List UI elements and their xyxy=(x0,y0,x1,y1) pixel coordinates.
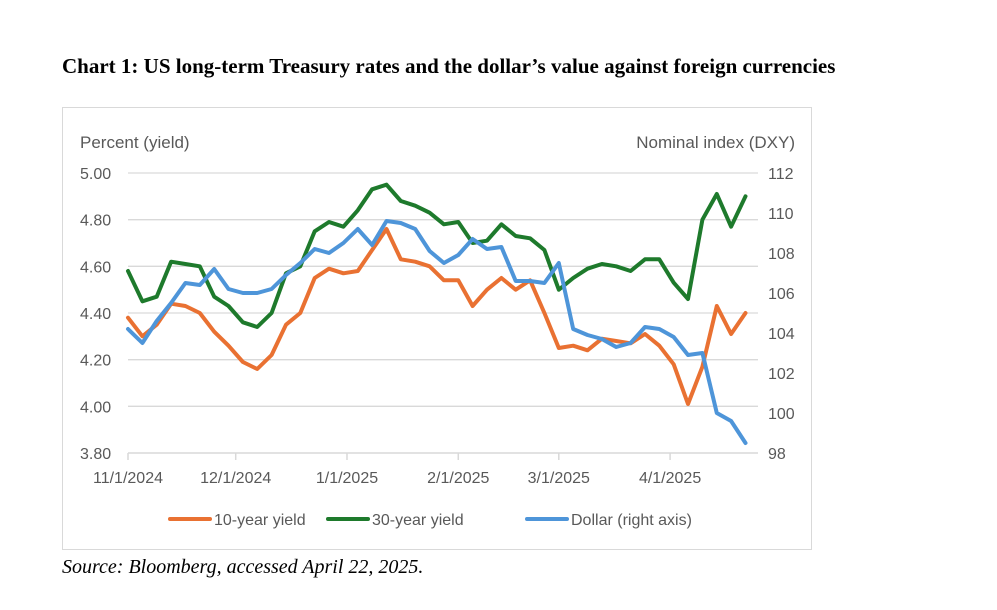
y2-tick-label: 106 xyxy=(768,286,795,303)
legend-label: Dollar (right axis) xyxy=(571,512,692,529)
y-tick-label: 4.60 xyxy=(80,259,111,276)
x-tick-label: 1/1/2025 xyxy=(316,470,378,487)
x-tick-label: 4/1/2025 xyxy=(639,470,701,487)
x-tick-label: 11/1/2024 xyxy=(93,470,163,487)
y-tick-label: 4.20 xyxy=(80,353,111,370)
y2-tick-label: 108 xyxy=(768,246,795,263)
y-axis-label: Percent (yield) xyxy=(80,133,190,152)
series-line-1 xyxy=(126,182,748,329)
y-tick-label: 3.80 xyxy=(80,446,111,463)
y-tick-label: 4.40 xyxy=(80,306,111,323)
y2-axis-label: Nominal index (DXY) xyxy=(636,133,795,152)
legend-label: 10-year yield xyxy=(214,512,306,529)
chart-frame xyxy=(62,107,812,550)
y-tick-label: 4.00 xyxy=(80,399,111,416)
y2-tick-label: 100 xyxy=(768,406,795,423)
series-line-2 xyxy=(126,219,748,445)
x-tick-label: 12/1/2024 xyxy=(200,470,271,487)
x-tick-label: 3/1/2025 xyxy=(528,470,590,487)
y2-tick-label: 112 xyxy=(768,166,794,183)
y-tick-label: 4.80 xyxy=(80,213,111,230)
y-tick-label: 5.00 xyxy=(80,166,111,183)
source-note: Source: Bloomberg, accessed April 22, 20… xyxy=(62,556,424,578)
y2-tick-label: 102 xyxy=(768,366,795,383)
y2-tick-label: 98 xyxy=(768,446,786,463)
y2-tick-label: 104 xyxy=(768,326,795,343)
legend-label: 30-year yield xyxy=(372,512,464,529)
chart-title: Chart 1: US long-term Treasury rates and… xyxy=(62,54,836,78)
series-line-0 xyxy=(126,227,748,406)
y2-tick-label: 110 xyxy=(768,206,794,223)
x-tick-label: 2/1/2025 xyxy=(427,470,489,487)
